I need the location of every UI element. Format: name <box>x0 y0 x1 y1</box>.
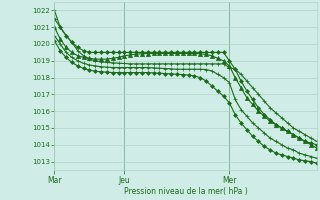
X-axis label: Pression niveau de la mer( hPa ): Pression niveau de la mer( hPa ) <box>124 187 247 196</box>
